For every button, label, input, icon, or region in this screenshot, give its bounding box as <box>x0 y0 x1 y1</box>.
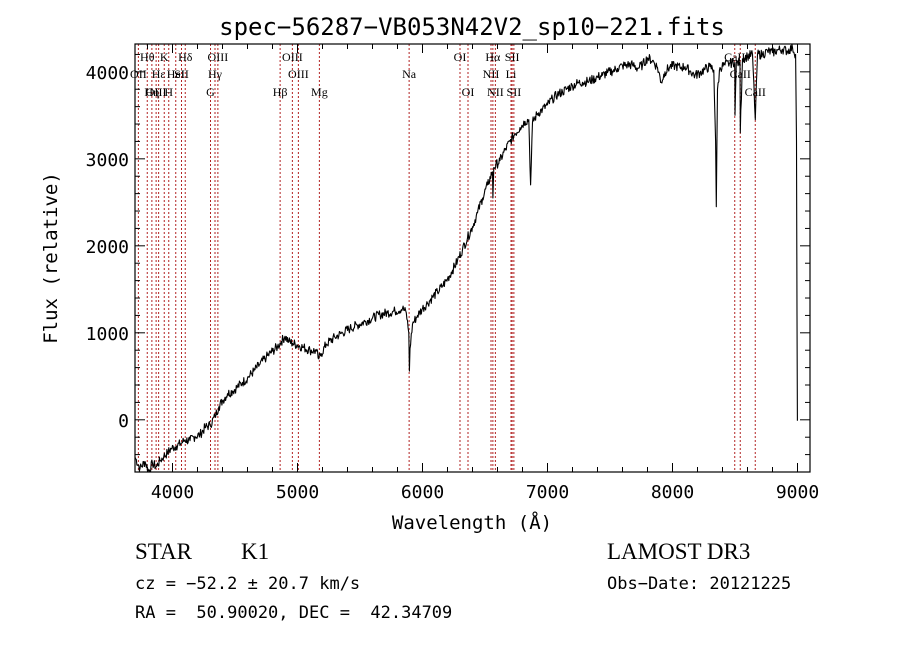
chart-title: spec−56287−VB053N42V2_sp10−221.fits <box>219 13 725 41</box>
x-tick-label: 7000 <box>526 482 569 503</box>
x-tick-label: 4000 <box>151 482 194 503</box>
obs-date: Obs−Date: 20121225 <box>607 574 792 594</box>
spectral-line-label: Li <box>506 67 517 81</box>
y-tick-label: 4000 <box>86 63 129 84</box>
coordinates: RA = 50.90020, DEC = 42.34709 <box>135 603 453 623</box>
y-axis-label: Flux (relative) <box>40 172 62 344</box>
spectral-line-label: Hγ <box>208 67 223 81</box>
spectral-line-label: OI <box>462 85 475 99</box>
survey-name: LAMOST DR3 <box>607 539 751 564</box>
y-tick-label: 2000 <box>86 237 129 258</box>
object-subclass: K1 <box>241 539 270 564</box>
spectral-line-label: SII <box>174 67 189 81</box>
spectral-line-label: Hα <box>485 50 501 64</box>
spectral-line-label: H <box>164 85 173 99</box>
spectral-line-label: SII <box>507 85 522 99</box>
spectral-line-label: OIII <box>146 85 167 99</box>
x-axis-label: Wavelength (Å) <box>392 511 552 534</box>
spectral-line-label: Hθ <box>140 50 155 64</box>
spectral-line-label: Hη <box>144 85 159 99</box>
object-class: STAR <box>135 539 192 564</box>
spectrum-line <box>134 43 798 473</box>
y-tick-label: 0 <box>118 411 129 432</box>
spectral-line-label: OIII <box>208 50 229 64</box>
spectral-line-label: NII <box>483 67 500 81</box>
x-tick-label: 6000 <box>401 482 444 503</box>
spectral-line-label: Na <box>402 67 417 81</box>
spectral-line-label: NII <box>487 85 504 99</box>
spectral-line-label: CaII <box>745 85 766 99</box>
spectral-line-label: OII <box>130 67 147 81</box>
y-tick-label: 3000 <box>86 150 129 171</box>
spectral-line-label: SII <box>505 50 520 64</box>
spectral-line-label: CaII <box>724 50 745 64</box>
redshift-cz: cz = −52.2 ± 20.7 km/s <box>135 574 361 594</box>
y-tick-label: 1000 <box>86 324 129 345</box>
spectral-line-label: Hδ <box>178 50 193 64</box>
spectral-line-label: OIII <box>288 67 309 81</box>
x-tick-label: 9000 <box>776 482 819 503</box>
spectral-line-label: K <box>160 50 169 64</box>
spectral-line-label: Hβ <box>273 85 288 99</box>
spectral-line-label: Mg <box>311 85 328 99</box>
spectral-line-label: OI <box>454 50 467 64</box>
spectral-line-label: Hε <box>152 67 166 81</box>
plot-frame <box>134 43 811 473</box>
spectral-line-label: OIII <box>282 50 303 64</box>
spectral-line-label: G <box>206 85 215 99</box>
x-tick-label: 5000 <box>276 482 319 503</box>
x-tick-label: 8000 <box>651 482 694 503</box>
spectral-line-label: HeI <box>167 67 185 81</box>
